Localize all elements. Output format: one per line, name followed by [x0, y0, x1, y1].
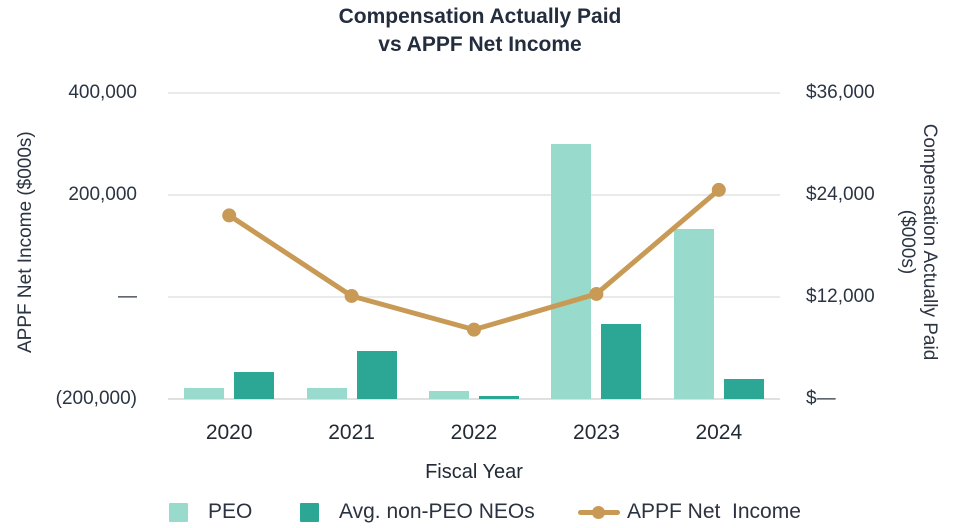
legend-item-peo: PEO — [169, 500, 253, 523]
y-axis-tick-right: $12,000 — [806, 286, 875, 307]
legend-label: PEO — [208, 500, 253, 523]
bar-non-peo-2020 — [234, 371, 275, 399]
bar-non-peo-2021 — [356, 350, 397, 399]
y-axis-tick-left: 200,000 — [68, 184, 137, 205]
y-axis-tick-right: $24,000 — [806, 184, 875, 205]
legend-swatch-icon — [300, 502, 319, 522]
gridline — [168, 194, 780, 196]
line-marker-2020 — [222, 208, 237, 223]
line-marker-2022 — [467, 322, 481, 337]
y-axis-tick-right: $36,000 — [806, 82, 875, 103]
legend-label: APPF Net Income — [627, 500, 801, 523]
chart-title-line2: vs APPF Net Income — [378, 33, 582, 56]
y-axis-tick-left: — — [118, 286, 137, 307]
chart-title-line1: Compensation Actually Paid — [338, 5, 622, 28]
bar-non-peo-2024 — [723, 379, 764, 399]
bar-non-peo-2023 — [601, 324, 642, 399]
bar-peo-2022 — [429, 391, 469, 399]
x-tick-label-2024: 2024 — [695, 421, 743, 444]
legend-swatch-icon — [169, 502, 188, 522]
gridline — [168, 398, 780, 400]
legend-item-non-peo-neos: Avg. non-PEO NEOs — [300, 500, 535, 523]
legend-item-net-income: APPF Net Income — [578, 500, 801, 523]
bar-peo-2024 — [673, 229, 714, 399]
legend-label: Avg. non-PEO NEOs — [339, 500, 535, 523]
bar-non-peo-2022 — [479, 395, 519, 399]
x-tick-label-2023: 2023 — [573, 421, 620, 444]
x-tick-label-2022: 2022 — [450, 421, 498, 444]
bar-peo-2023 — [551, 144, 592, 399]
chart-title: Compensation Actually Paid vs APPF Net I… — [0, 3, 960, 59]
y-axis-tick-left: 400,000 — [68, 82, 137, 103]
line-marker-2023 — [589, 286, 604, 301]
bar-peo-2020 — [184, 387, 225, 399]
x-axis-title: Fiscal Year — [425, 461, 523, 483]
gridline — [168, 92, 780, 94]
y-axis-tick-right: $— — [806, 388, 836, 409]
net-income-line — [226, 187, 722, 333]
x-tick-label-2020: 2020 — [205, 421, 253, 444]
bar-peo-2021 — [306, 387, 347, 399]
y-axis-tick-left: (200,000) — [55, 388, 137, 409]
legend-line-marker-icon — [578, 501, 620, 523]
x-tick-label-2021: 2021 — [328, 421, 375, 444]
